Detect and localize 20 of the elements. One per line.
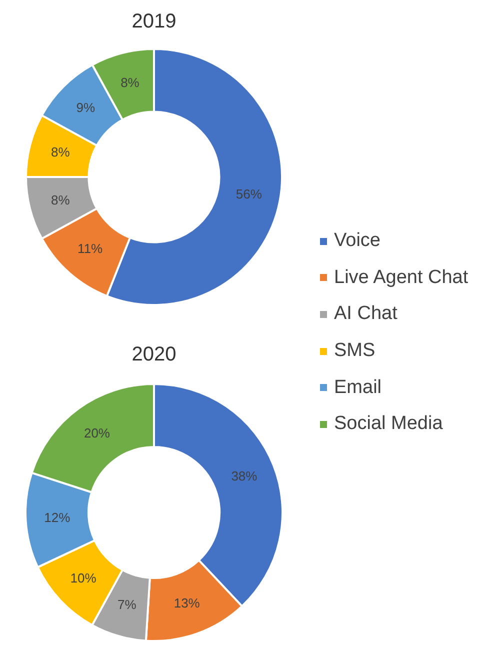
slice-label: 2019	[132, 10, 176, 33]
data-label: 11%	[78, 241, 104, 256]
legend-label: SMS	[334, 340, 376, 362]
slice-label: 2020	[132, 344, 176, 366]
data-label: 56%	[236, 186, 262, 202]
data-label: 8%	[120, 74, 140, 90]
legend-label: AI Chat	[334, 303, 398, 326]
data-label: 10%	[70, 570, 97, 586]
legend-label: Email	[334, 376, 382, 399]
data-label: 9%	[76, 100, 96, 116]
data-label: 7%	[118, 597, 137, 612]
data-label: 12%	[44, 510, 71, 526]
legend-label: Voice	[334, 230, 380, 252]
legend-label: Live Agent Chat	[334, 266, 468, 289]
data-label: 8%	[51, 144, 70, 160]
data-label: 38%	[231, 468, 258, 484]
data-label: 20%	[84, 426, 110, 441]
legend-label: Social Media	[334, 413, 443, 436]
data-label: 13%	[174, 595, 200, 610]
data-label: 8%	[51, 192, 70, 208]
